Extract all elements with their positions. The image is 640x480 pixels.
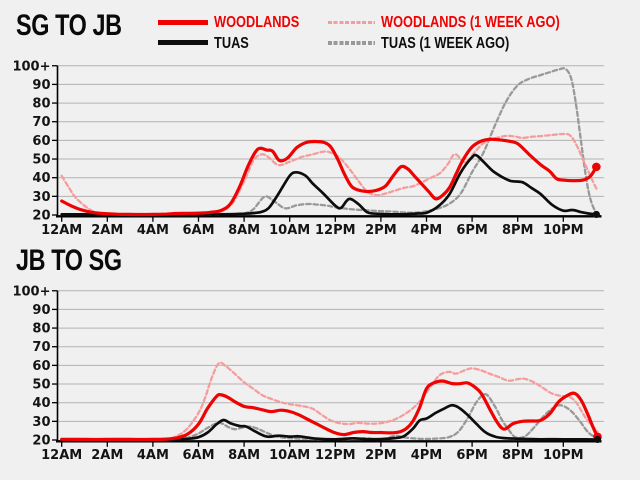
y-tick-label: 80 (32, 97, 50, 112)
legend: WOODLANDS TUAS WOODLANDS (1 WEEK AGO) TU… (0, 0, 640, 56)
y-tick-labels: 100+ 90 80 70 60 50 40 30 20 (12, 284, 58, 449)
series-tuas-end-dot (593, 435, 602, 444)
y-tick-label: 100+ (12, 59, 50, 74)
x-tick-label: 12PM (315, 223, 356, 238)
x-tick-labels: 12AM 2AM 4AM 6AM 8AM 10AM 12PM 2PM 4PM 6PM 8PM 10PM (41, 441, 584, 463)
tuas-week-ago-dashed-swatch (328, 41, 375, 45)
y-tick-label: 70 (32, 115, 50, 130)
legend-label-woodlands: WOODLANDS (214, 14, 300, 31)
legend-label-tuas: TUAS (214, 34, 249, 52)
series-lines (60, 361, 600, 442)
y-tick-label: 60 (32, 359, 50, 374)
x-tick-label: 2AM (91, 448, 123, 463)
chart-title-jb-to-sg: JB TO SG (16, 244, 122, 277)
x-tick-label: 4PM (411, 223, 443, 238)
y-tick-label: 30 (32, 415, 50, 430)
x-tick-label: 2AM (91, 223, 123, 238)
y-tick-label: 40 (32, 396, 50, 411)
y-tick-label: 80 (32, 322, 50, 337)
series-woodlands-end-dot (592, 162, 601, 172)
legend-label-tuas-week-ago: TUAS (1 WEEK AGO) (381, 34, 510, 52)
x-tick-label: 12AM (41, 448, 82, 463)
y-tick-label: 90 (32, 78, 50, 93)
series-woodlands-line (60, 379, 600, 442)
y-tick-label: 40 (32, 171, 50, 186)
chart-title-sg-to-jb: SG TO JB (16, 9, 122, 42)
woodlands-line-swatch (158, 20, 208, 25)
gridlines (57, 290, 604, 422)
x-tick-label: 10PM (543, 448, 584, 463)
x-tick-label: 2PM (365, 223, 397, 238)
x-tick-label: 10PM (543, 223, 584, 238)
series-lines (60, 67, 599, 217)
gridlines (57, 65, 604, 197)
x-tick-label: 12PM (315, 448, 356, 463)
y-tick-labels: 100+ 90 80 70 60 50 40 30 20 (12, 59, 58, 224)
x-tick-label: 8AM (228, 448, 260, 463)
x-tick-label: 12AM (41, 223, 82, 238)
x-tick-label: 6AM (182, 448, 214, 463)
tuas-line-swatch (158, 40, 208, 45)
x-tick-label: 6PM (456, 223, 488, 238)
x-tick-label: 4AM (137, 448, 169, 463)
y-tick-label: 20 (32, 434, 50, 449)
series-tuas-1-week-ago-line (60, 393, 599, 441)
axes (56, 290, 602, 443)
y-tick-label: 100+ (12, 284, 50, 299)
legend-label-woodlands-week-ago: WOODLANDS (1 WEEK AGO) (381, 14, 560, 31)
series-woodlands-1-week-ago-line (60, 361, 599, 441)
series-tuas-line (60, 403, 599, 441)
y-tick-label: 30 (32, 190, 50, 205)
y-tick-label: 70 (32, 340, 50, 355)
x-tick-label: 4PM (411, 448, 443, 463)
series-tuas-end-dot (592, 210, 600, 219)
y-tick-label: 20 (32, 209, 50, 224)
x-tick-label: 2PM (365, 448, 397, 463)
x-tick-label: 6PM (456, 448, 488, 463)
x-tick-label: 10AM (269, 223, 310, 238)
x-tick-label: 8PM (502, 223, 534, 238)
x-tick-label: 10AM (269, 448, 310, 463)
y-tick-label: 50 (32, 153, 50, 168)
x-tick-label: 8PM (502, 448, 534, 463)
x-tick-label: 6AM (182, 223, 214, 238)
y-tick-label: 50 (32, 378, 50, 393)
series-tuas-line (60, 153, 598, 216)
y-tick-label: 90 (32, 303, 50, 318)
x-tick-label: 4AM (137, 223, 169, 238)
woodlands-week-ago-dashed-swatch (328, 20, 375, 25)
x-tick-label: 8AM (228, 223, 260, 238)
x-tick-labels: 12AM 2AM 4AM 6AM 8AM 10AM 12PM 2PM 4PM 6PM 8PM 10PM (41, 216, 584, 238)
y-tick-label: 60 (32, 134, 50, 149)
axes (56, 65, 602, 218)
series-woodlands-line (60, 137, 598, 217)
